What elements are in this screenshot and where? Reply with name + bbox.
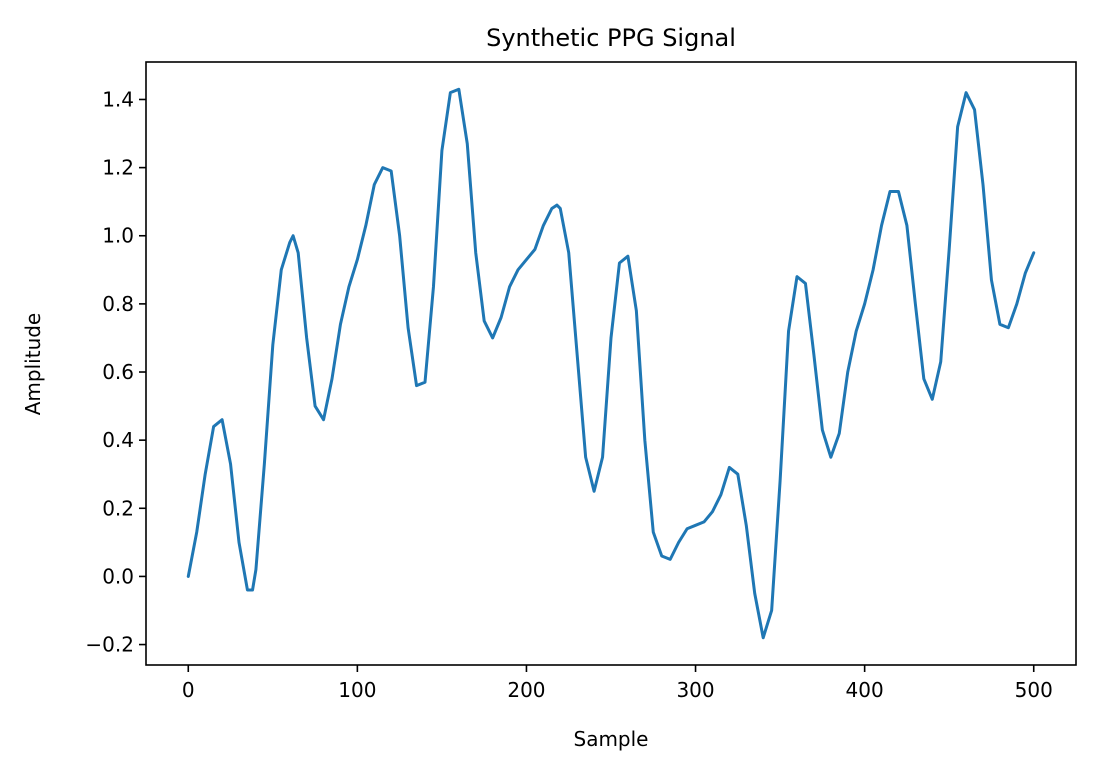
chart-title: Synthetic PPG Signal bbox=[486, 24, 736, 52]
x-axis-label: Sample bbox=[574, 727, 649, 751]
x-tick-label: 0 bbox=[182, 678, 195, 702]
y-tick-label: 1.2 bbox=[102, 156, 134, 180]
y-tick-label: 1.4 bbox=[102, 87, 134, 111]
series-line-0 bbox=[186, 87, 1036, 640]
y-tick-label: 0.0 bbox=[102, 564, 134, 588]
plot-frame bbox=[145, 61, 1077, 666]
y-axis-label: Amplitude bbox=[21, 313, 45, 416]
x-tick-label: 400 bbox=[846, 678, 884, 702]
y-axis: −0.2 0.0 0.2 0.4 0.6 0.8 1.0 1.2 1.4 bbox=[85, 87, 146, 657]
x-tick-label: 200 bbox=[507, 678, 545, 702]
y-tick-label: 0.2 bbox=[102, 496, 134, 520]
y-tick-label: 1.0 bbox=[102, 224, 134, 248]
x-tick-label: 500 bbox=[1015, 678, 1053, 702]
x-axis: 0 100 200 300 400 500 bbox=[182, 665, 1053, 702]
y-tick-label: 0.4 bbox=[102, 428, 134, 452]
x-tick-label: 100 bbox=[338, 678, 376, 702]
x-tick-label: 300 bbox=[676, 678, 714, 702]
y-tick-label: 0.8 bbox=[102, 292, 134, 316]
plot-area bbox=[145, 61, 1077, 666]
y-tick-label: 0.6 bbox=[102, 360, 134, 384]
y-tick-label: −0.2 bbox=[85, 633, 134, 657]
